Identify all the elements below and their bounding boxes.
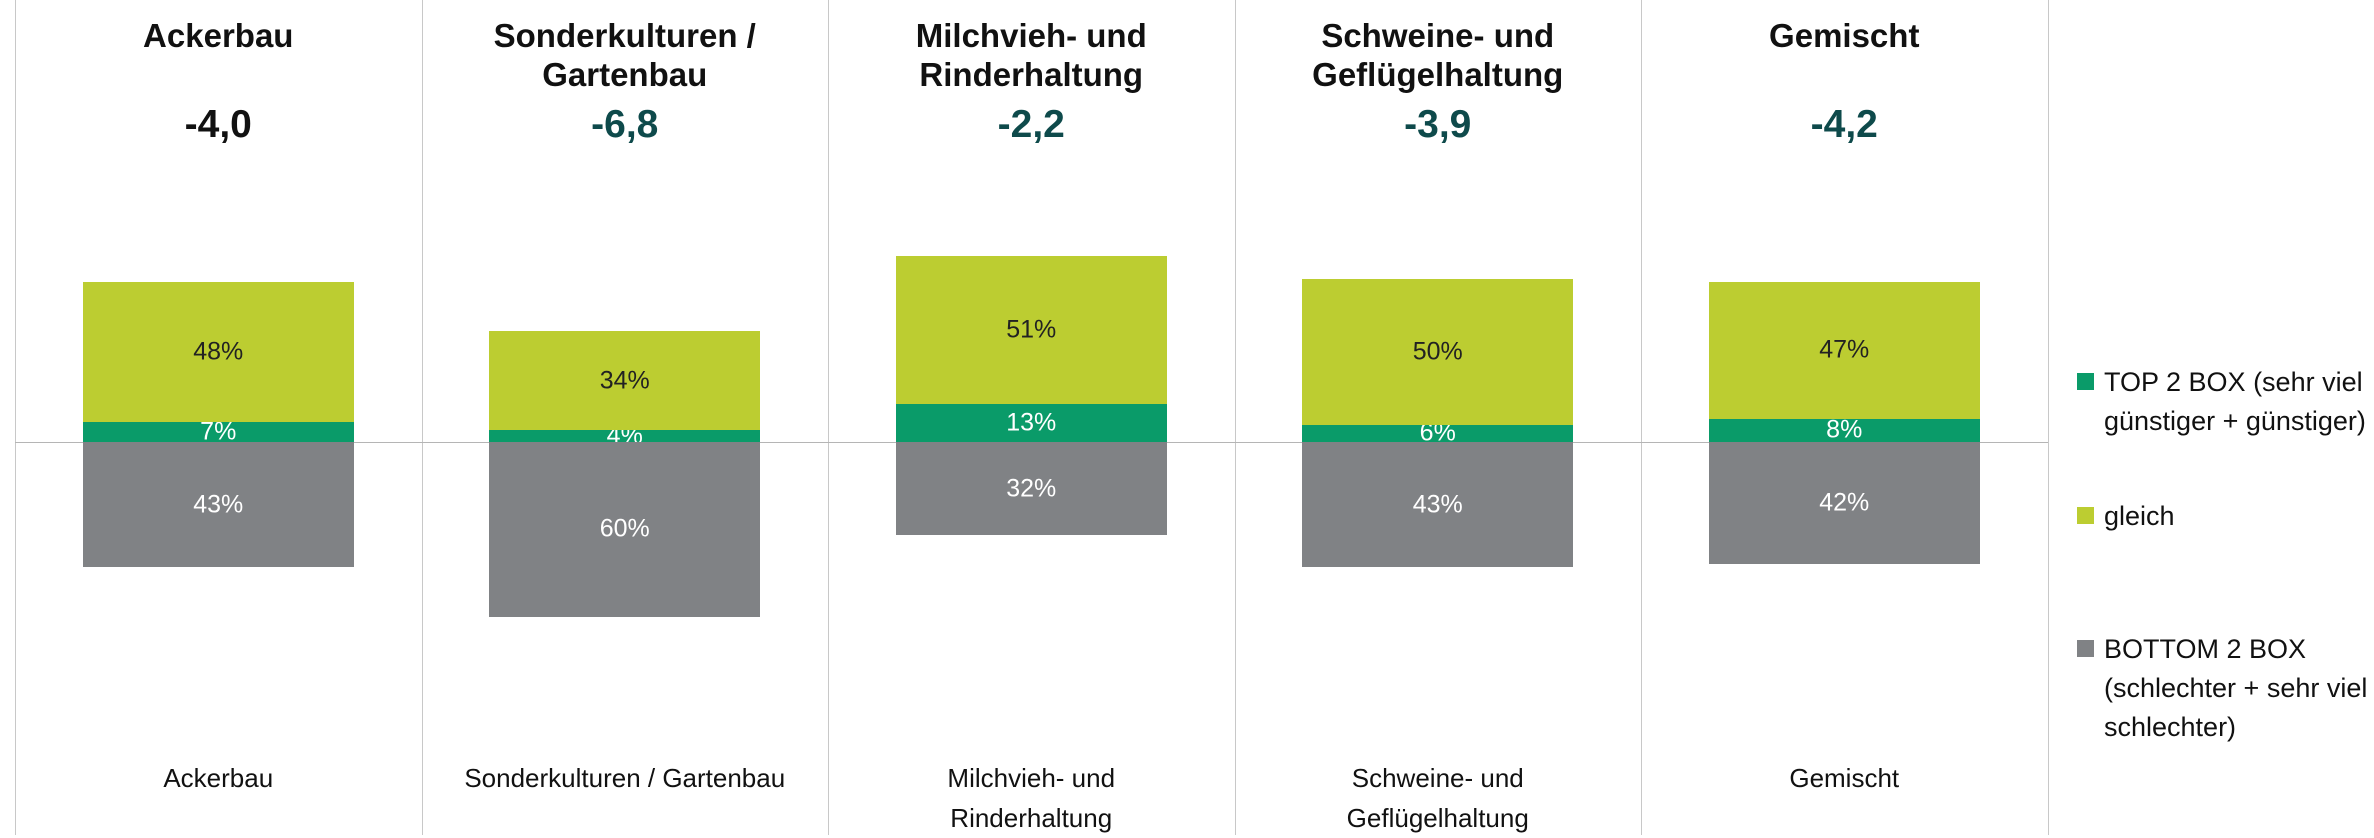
column-divider	[828, 0, 829, 835]
value-label: 7%	[200, 417, 237, 446]
category-label: Schweine- und Geflügelhaltung	[1346, 763, 1529, 833]
column-title: Gemischt	[1769, 17, 1920, 54]
category-label: Gemischt	[1789, 763, 1900, 793]
bar-segment	[1708, 418, 1980, 442]
value-label: 51%	[1006, 315, 1057, 344]
legend-label: TOP 2 BOX (sehr viel günstiger + günstig…	[2104, 367, 2366, 436]
column-divider	[1641, 0, 1642, 835]
column-divider	[15, 0, 16, 835]
bar-segment	[895, 404, 1167, 442]
score: -2,2	[997, 103, 1065, 146]
legend-label: gleich	[2104, 501, 2175, 531]
value-label: 8%	[1826, 415, 1863, 444]
legend-label: BOTTOM 2 BOX (schlechter + sehr viel sch…	[2104, 634, 2368, 742]
value-label: 43%	[193, 490, 244, 519]
bar-segment	[82, 421, 354, 442]
bar-segment	[1708, 281, 1980, 419]
value-label: 60%	[599, 514, 650, 543]
bar-segment	[489, 430, 761, 442]
bar-segment	[1302, 442, 1574, 568]
value-label: 48%	[193, 337, 244, 366]
column-divider	[1234, 0, 1236, 835]
bar-segment	[82, 442, 354, 568]
bar-segment	[489, 442, 761, 617]
column-title: Ackerbau	[143, 17, 294, 54]
bar-segment	[82, 281, 354, 422]
legend-swatch	[2077, 507, 2094, 524]
bar-segment	[489, 331, 761, 431]
value-label: 32%	[1006, 474, 1057, 503]
value-label: 47%	[1819, 335, 1870, 364]
score: -3,9	[1404, 103, 1472, 146]
category-label: Milchvieh- und Rinderhaltung	[947, 763, 1116, 833]
column-divider	[421, 0, 423, 835]
column-divider	[2047, 0, 2049, 835]
bar-segment	[1708, 442, 1980, 565]
bar-segment	[1302, 279, 1574, 425]
value-label: 42%	[1819, 488, 1870, 517]
column-title: Schweine- und Geflügelhaltung	[1312, 17, 1564, 93]
value-label: 13%	[1006, 408, 1057, 437]
bar-segment	[1302, 424, 1574, 442]
legend-swatch	[2077, 640, 2094, 657]
column-title: Milchvieh- und Rinderhaltung	[915, 17, 1147, 93]
category-label: Sonderkulturen / Gartenbau	[464, 763, 786, 793]
value-label: 34%	[599, 366, 650, 395]
value-label: 50%	[1412, 337, 1463, 366]
score: -6,8	[591, 103, 659, 146]
value-label: 43%	[1412, 490, 1463, 519]
category-label: Ackerbau	[163, 763, 274, 793]
column-title: Sonderkulturen / Gartenbau	[493, 17, 756, 93]
score: -4,0	[184, 103, 252, 146]
bar-segment	[895, 442, 1167, 536]
legend-swatch	[2077, 373, 2094, 390]
score: -4,2	[1810, 103, 1878, 146]
bar-segment	[895, 255, 1167, 405]
